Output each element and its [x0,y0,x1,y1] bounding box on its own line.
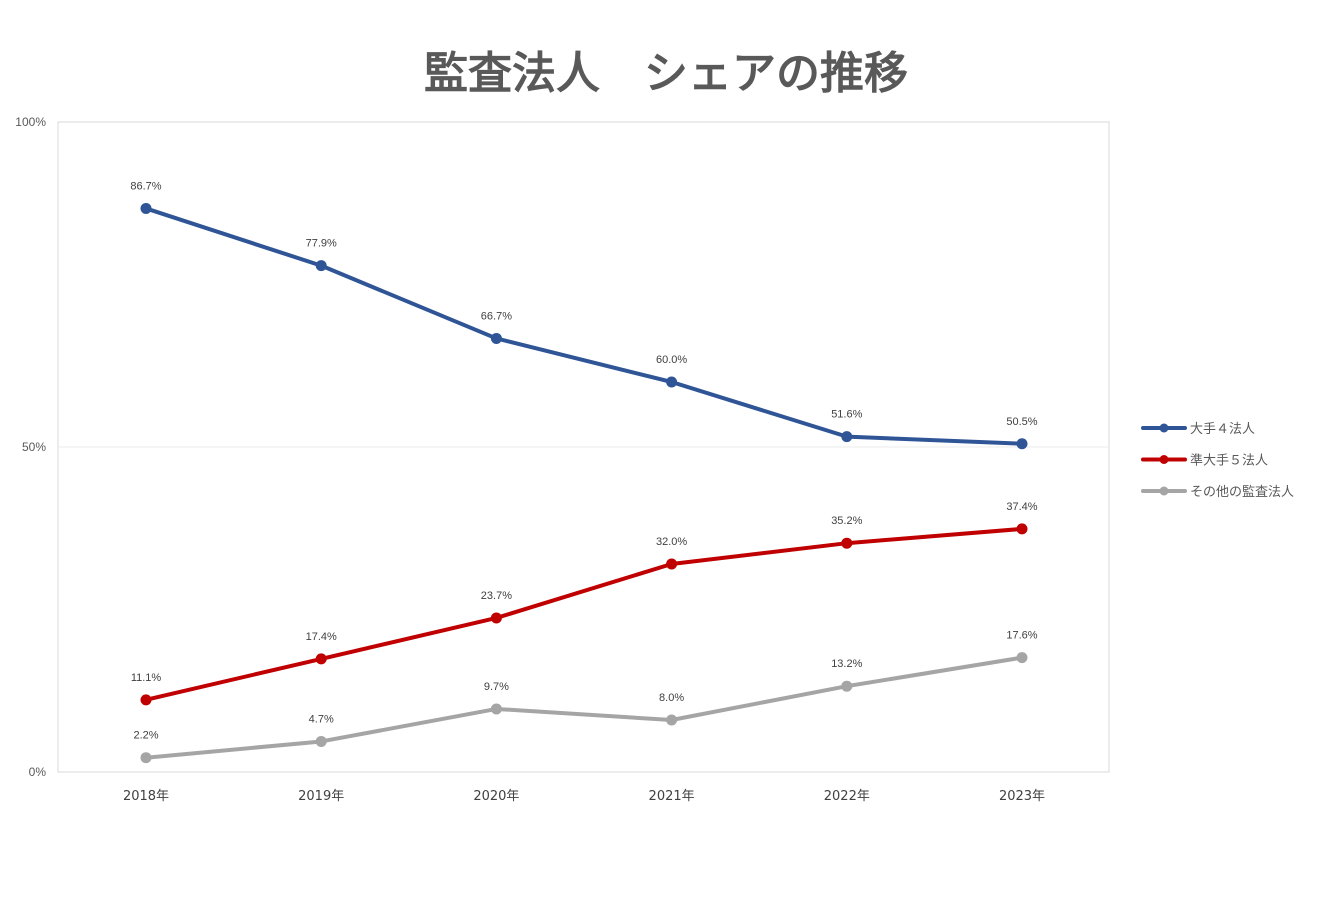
data-label: 23.7% [481,590,512,602]
data-label: 8.0% [659,692,684,704]
data-point [666,714,678,726]
data-point [140,752,152,764]
series-line [144,206,1024,446]
data-label: 66.7% [481,310,512,322]
y-axis-ticks: 0% 50% 100% [15,115,46,779]
x-tick-label: 2023年 [999,789,1045,804]
x-tick-label: 2020年 [473,789,519,804]
data-label: 86.7% [130,180,161,192]
data-label: 37.4% [1006,501,1037,513]
data-point [490,703,502,715]
series-line [144,655,1024,760]
data-label: 51.6% [831,409,862,421]
series-group: 86.7% 77.9% 66.7% 60.0% 51.6% 50.5% 11.1% 17.4%… [130,180,1038,764]
data-point [490,612,502,624]
data-label: 9.7% [484,681,509,693]
chart-title: 監査法人 シェアの推移 [424,48,908,99]
data-point [666,558,678,570]
legend-item: その他の監査法人 [1141,484,1294,500]
data-point [841,680,853,692]
y-tick-label: 50% [22,440,46,454]
data-label: 4.7% [309,713,334,725]
data-label: 17.4% [306,631,337,643]
legend-marker-icon [1159,486,1169,496]
data-label: 17.6% [1006,630,1037,642]
data-point [1016,652,1028,664]
legend-item: 大手４法人 [1141,422,1255,437]
data-point [1016,523,1028,535]
x-tick-label: 2019年 [298,789,344,804]
y-tick-label: 0% [29,765,47,779]
data-label: 77.9% [306,238,337,250]
legend-marker-icon [1159,455,1169,464]
series-2: 2.2% 4.7% 9.7% 8.0% 13.2% 17.6% [133,630,1038,764]
data-point [841,431,853,443]
data-point [315,653,327,665]
data-point [140,202,152,214]
x-axis-ticks: 2018年 2019年 2020年 2021年 2022年 2023年 [123,789,1045,804]
data-point [841,537,853,549]
legend-label: その他の監査法人 [1190,484,1294,500]
data-point [666,376,678,388]
data-point [490,332,502,344]
data-point [315,735,327,747]
x-tick-label: 2018年 [123,789,169,804]
y-tick-label: 100% [15,115,46,129]
x-tick-label: 2022年 [824,789,870,804]
data-label: 2.2% [133,730,158,742]
x-tick-label: 2021年 [649,789,695,804]
data-label: 32.0% [656,536,687,548]
series-1: 11.1% 17.4% 23.7% 32.0% 35.2% 37.4% [131,501,1038,706]
data-point [315,260,327,272]
data-label: 60.0% [656,354,687,366]
data-label: 50.5% [1006,416,1037,428]
data-label: 13.2% [831,658,862,670]
legend-item: 準大手５法人 [1141,453,1268,469]
legend-label: 大手４法人 [1190,422,1255,437]
data-point [140,694,152,706]
series-line [144,526,1024,702]
data-label: 35.2% [831,515,862,527]
data-point [1016,438,1028,450]
data-label: 11.1% [131,672,162,684]
legend-label: 準大手５法人 [1190,453,1268,469]
series-0: 86.7% 77.9% 66.7% 60.0% 51.6% 50.5% [130,180,1038,450]
legend-marker-icon [1159,423,1169,433]
